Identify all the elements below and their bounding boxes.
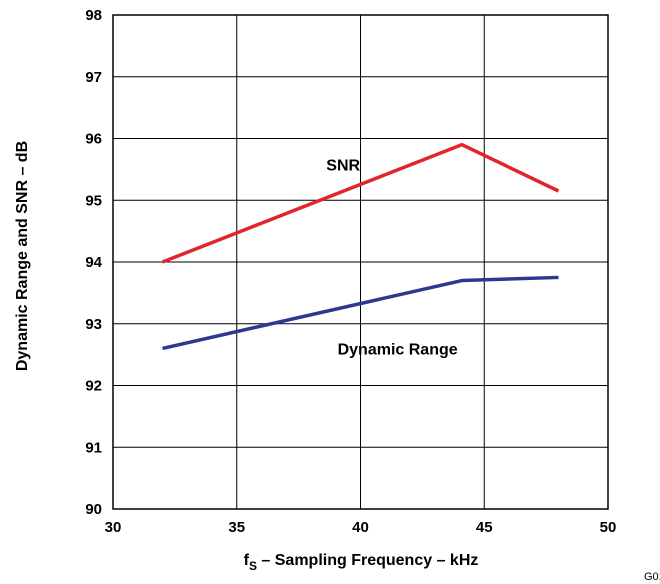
annotation-dynamic-range: Dynamic Range <box>338 342 458 359</box>
x-tick-label-0: 30 <box>105 519 122 536</box>
x-axis-title: fS – Sampling Frequency – kHz <box>244 552 479 573</box>
y-tick-label-8: 98 <box>85 7 102 24</box>
x-tick-labels: 30 35 40 45 50 <box>105 519 617 536</box>
y-axis-title: Dynamic Range and SNR – dB <box>14 141 31 371</box>
x-axis-title-text: – Sampling Frequency – kHz <box>257 552 478 569</box>
x-tick-label-4: 50 <box>600 519 617 536</box>
y-tick-label-0: 90 <box>85 501 102 518</box>
y-tick-label-4: 94 <box>85 254 102 271</box>
x-tick-label-3: 45 <box>476 519 493 536</box>
series-annotations: SNR Dynamic Range <box>326 158 457 359</box>
y-tick-label-7: 97 <box>85 69 102 86</box>
y-tick-label-3: 93 <box>85 316 102 333</box>
x-axis-title-subscript: S <box>249 559 257 573</box>
figure-id: G012 <box>644 571 660 583</box>
plot-frame <box>112 14 609 510</box>
x-tick-label-1: 35 <box>228 519 245 536</box>
y-tick-labels: 90 91 92 93 94 95 96 97 98 <box>85 7 102 518</box>
y-tick-label-6: 96 <box>85 131 102 148</box>
series-line-dynamic-range <box>162 275 559 351</box>
x-tick-label-2: 40 <box>352 519 369 536</box>
grid <box>112 14 609 510</box>
y-tick-label-5: 95 <box>85 192 102 209</box>
series-lines <box>161 142 560 351</box>
annotation-snr: SNR <box>326 158 360 175</box>
y-tick-label-2: 92 <box>85 378 102 395</box>
series-line-snr <box>161 142 560 264</box>
y-tick-label-1: 91 <box>85 439 102 456</box>
x-axis-title-symbol: f <box>244 552 250 569</box>
